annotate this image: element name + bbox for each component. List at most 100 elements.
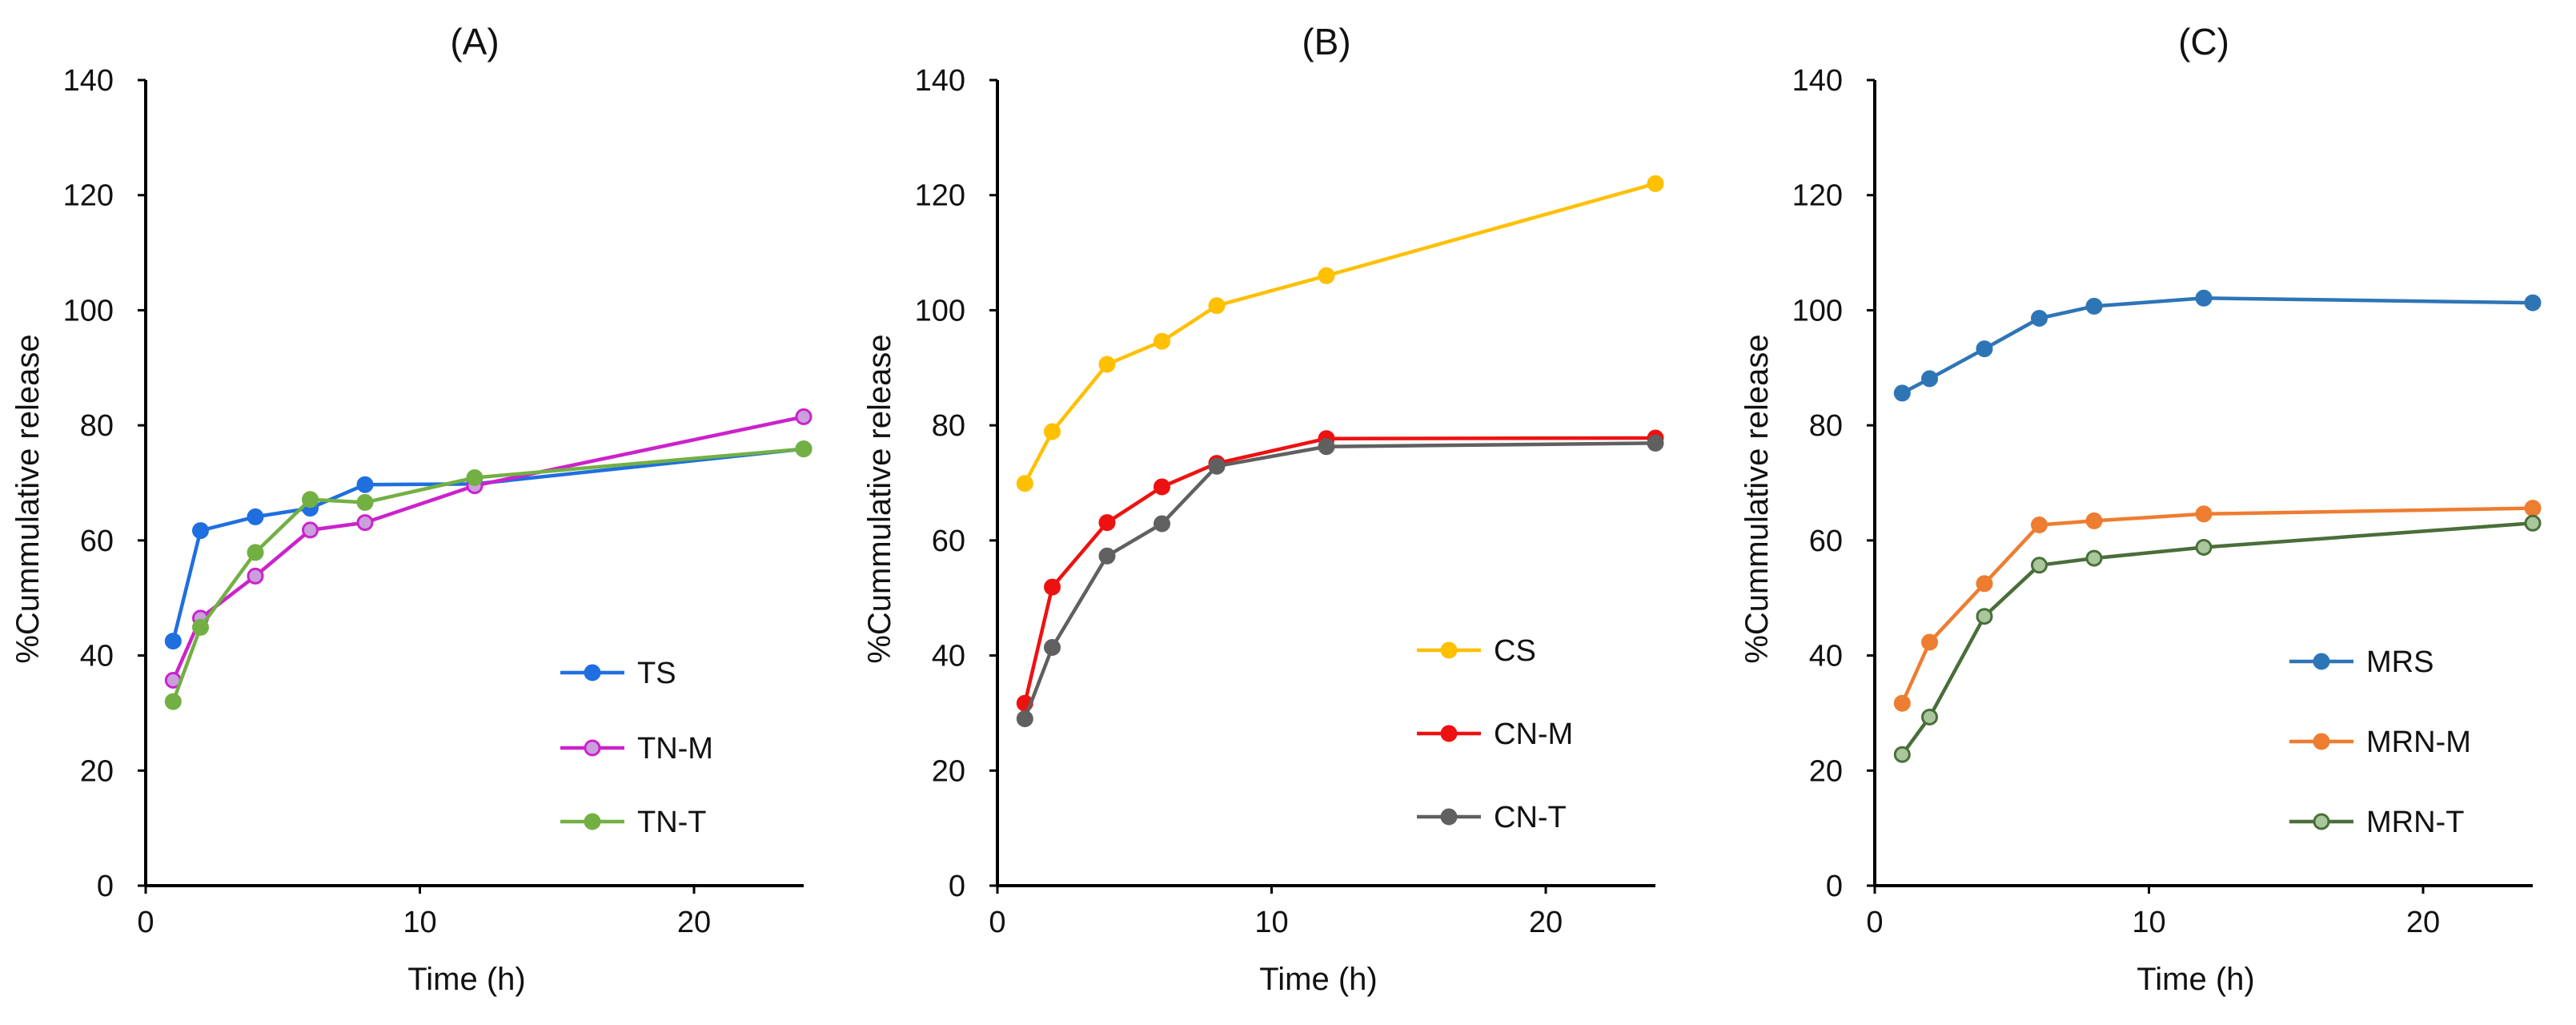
legend-marker-cn-m (1440, 725, 1458, 742)
data-point-mrn-m (2195, 505, 2213, 523)
y-tick-label: 80 (1809, 409, 1843, 443)
data-point-ts (247, 508, 264, 525)
y-tick-label: 40 (1809, 640, 1843, 673)
data-point-mrs (2031, 310, 2048, 327)
series-line-cn-t (1023, 441, 1656, 720)
y-tick-label: 100 (1792, 294, 1843, 328)
x-axis-title: Time (h) (2137, 962, 2254, 997)
y-tick-label: 120 (63, 179, 114, 213)
legend-label-mrn-t: MRN-T (2366, 806, 2464, 839)
data-point-cs (1044, 423, 1061, 440)
data-point-cn-t (1098, 547, 1116, 565)
y-axis-title: %Cummulative release (1739, 334, 1775, 663)
y-tick-label: 100 (915, 294, 965, 328)
data-point-tn-t (302, 491, 319, 508)
panel-b: 0 20 40 60 80 100 120 140 0 10 20 (B) Time (h) %Cummu… (862, 21, 1664, 997)
data-point-ts (164, 633, 182, 650)
data-point-cs (1154, 332, 1170, 350)
data-point-mrn-m (1921, 633, 1938, 651)
legend-marker-cn-t (1440, 808, 1458, 826)
legend-marker-mrn-t (2313, 813, 2330, 830)
y-tick-label: 120 (915, 179, 965, 213)
x-tick-label: 0 (1866, 906, 1883, 939)
data-point-mrs (1921, 370, 1938, 388)
data-point-mrn-m (1976, 575, 1993, 593)
series-line-mrs (1901, 296, 2534, 395)
series-line-mrn-t (1900, 521, 2534, 756)
data-point-tn-m (356, 514, 374, 532)
data-point-tn-t (795, 440, 813, 458)
y-tick-label: 100 (63, 294, 114, 328)
x-tick-label: 20 (1529, 906, 1563, 939)
data-point-cn-m (1098, 514, 1116, 532)
x-tick-label: 10 (2132, 906, 2165, 939)
y-tick-label: 140 (63, 64, 114, 98)
data-point-cs (1016, 475, 1033, 492)
data-point-mrn-t (2524, 514, 2542, 532)
data-point-tn-m (247, 567, 264, 585)
data-point-mrn-m (2031, 517, 2048, 533)
legend-label-mrn-m: MRN-M (2366, 726, 2471, 759)
legend-label-cs: CS (1494, 634, 1536, 668)
y-tick-label: 140 (915, 64, 965, 98)
data-point-cn-t (1016, 710, 1033, 728)
legend-marker-cs (1440, 641, 1458, 659)
data-point-mrs (1893, 384, 1911, 402)
y-tick-label: 40 (932, 640, 965, 673)
y-tick-label: 0 (949, 870, 965, 903)
data-point-mrs (2195, 289, 2213, 307)
data-point-cn-m (1044, 578, 1061, 596)
legend-marker-mrn-m (2313, 733, 2330, 750)
data-point-mrs (1976, 340, 1993, 358)
y-tick-label: 140 (1792, 64, 1843, 98)
data-point-cn-t (1318, 438, 1335, 456)
data-point-cn-t (1208, 457, 1226, 475)
data-point-tn-t (247, 544, 264, 561)
data-point-cs (1318, 267, 1335, 284)
data-point-mrn-m (1893, 694, 1911, 712)
data-point-mrn-t (1976, 608, 1993, 625)
data-point-tn-m (795, 408, 813, 425)
y-tick-label: 60 (932, 525, 965, 558)
y-tick-label: 80 (80, 409, 114, 443)
data-point-tn-t (164, 693, 182, 710)
x-tick-label: 10 (1254, 906, 1288, 939)
legend-marker-tn-m (584, 739, 601, 757)
legend-marker-mrs (2313, 653, 2330, 670)
y-tick-label: 80 (932, 409, 965, 443)
panel-c: 0 20 40 60 80 100 120 140 0 10 20 (C) Time (h) %Cummu… (1739, 21, 2542, 997)
legend-label-mrs: MRS (2366, 645, 2434, 679)
data-point-cn-t (1154, 515, 1170, 533)
y-tick-label: 0 (1826, 870, 1843, 903)
y-tick-label: 120 (1792, 179, 1843, 213)
y-tick-label: 40 (80, 640, 114, 673)
data-point-tn-t (192, 618, 209, 636)
y-axis-title: %Cummulative release (10, 334, 46, 663)
legend-label-cn-m: CN-M (1494, 718, 1573, 751)
data-point-mrn-t (2085, 549, 2103, 567)
x-tick-label: 20 (2406, 906, 2440, 939)
y-axis-title: %Cummulative release (862, 334, 897, 663)
legend-label-tn-t: TN-T (637, 806, 707, 839)
data-point-mrs (2524, 294, 2542, 312)
series-line-cn-m (1023, 436, 1656, 704)
y-tick-label: 20 (1809, 754, 1843, 788)
legend-label-tn-m: TN-M (637, 732, 713, 766)
y-tick-label: 20 (80, 754, 114, 788)
legend-marker-tn-t (584, 813, 601, 830)
data-point-cn-t (1044, 639, 1061, 656)
data-point-cn-m (1154, 478, 1170, 496)
legend-marker-ts (584, 664, 601, 681)
data-point-cs (1098, 356, 1116, 373)
chart-title: (B) (1302, 21, 1350, 62)
x-tick-label: 0 (989, 906, 1005, 939)
data-point-tn-t (356, 493, 374, 511)
x-axis-title: Time (h) (407, 962, 525, 997)
y-tick-label: 0 (97, 870, 114, 903)
y-tick-label: 60 (1809, 525, 1843, 558)
data-point-tn-t (466, 469, 484, 486)
data-point-ts (356, 476, 374, 493)
x-axis-title: Time (h) (1259, 962, 1377, 997)
data-point-ts (192, 522, 209, 540)
data-point-mrn-t (1921, 709, 1938, 726)
